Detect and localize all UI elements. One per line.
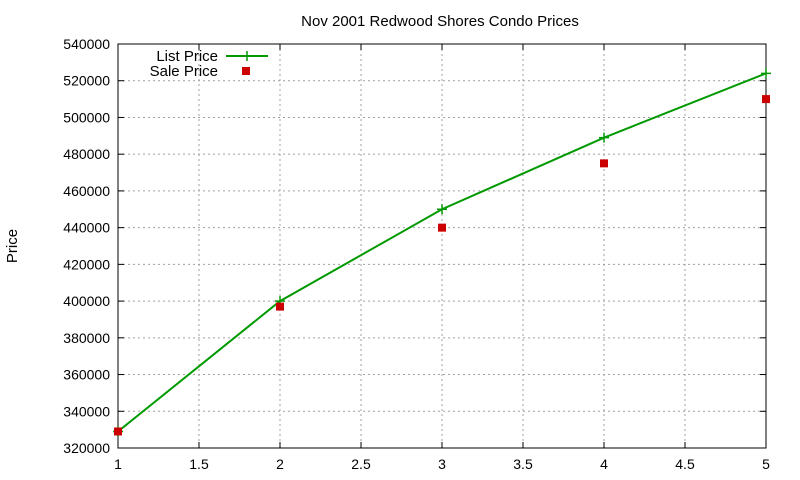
x-tick-label: 3 <box>438 456 446 472</box>
y-axis-label: Price <box>4 229 21 263</box>
legend-square-marker <box>242 67 250 75</box>
x-tick-label: 3.5 <box>513 456 533 472</box>
y-tick-label: 340000 <box>63 403 110 419</box>
series-layer <box>113 68 771 437</box>
y-tick-label: 440000 <box>63 220 110 236</box>
x-tick-label: 5 <box>762 456 770 472</box>
legend-plus-marker <box>242 51 252 61</box>
y-tick-label: 320000 <box>63 440 110 456</box>
sale-price-point <box>438 223 446 232</box>
grid-layer <box>118 44 766 448</box>
list-price-point <box>599 132 609 143</box>
x-tick-label: 1 <box>114 456 122 472</box>
legend-label: Sale Price <box>150 63 218 80</box>
x-tick-label: 2.5 <box>351 456 371 472</box>
y-tick-label: 400000 <box>63 293 110 309</box>
sale-price-point <box>762 95 770 104</box>
x-tick-label: 4.5 <box>675 456 695 472</box>
y-tick-label: 540000 <box>63 36 110 52</box>
y-tick-label: 380000 <box>63 330 110 346</box>
y-tick-label: 520000 <box>63 73 110 89</box>
list-price-point <box>437 204 447 215</box>
y-tick-label: 460000 <box>63 183 110 199</box>
y-tick-label: 500000 <box>63 109 110 125</box>
x-tick-label: 2 <box>276 456 284 472</box>
x-tick-label: 1.5 <box>189 456 209 472</box>
chart-title: Nov 2001 Redwood Shores Condo Prices <box>301 13 579 30</box>
list-price-point <box>761 68 771 79</box>
plot-frame <box>117 43 767 449</box>
sale-price-point <box>276 302 284 311</box>
y-tick-label: 480000 <box>63 146 110 162</box>
x-tick-label: 4 <box>600 456 608 472</box>
y-tick-label: 420000 <box>63 256 110 272</box>
legend-label: List Price <box>156 48 218 65</box>
sale-price-point <box>114 427 122 436</box>
series-line-list-price <box>117 72 767 433</box>
y-tick-label: 360000 <box>63 367 110 383</box>
tick-layer: 320000 340000 360000 380000 400000 420000 4400… <box>63 36 770 472</box>
sale-price-point <box>600 159 608 168</box>
